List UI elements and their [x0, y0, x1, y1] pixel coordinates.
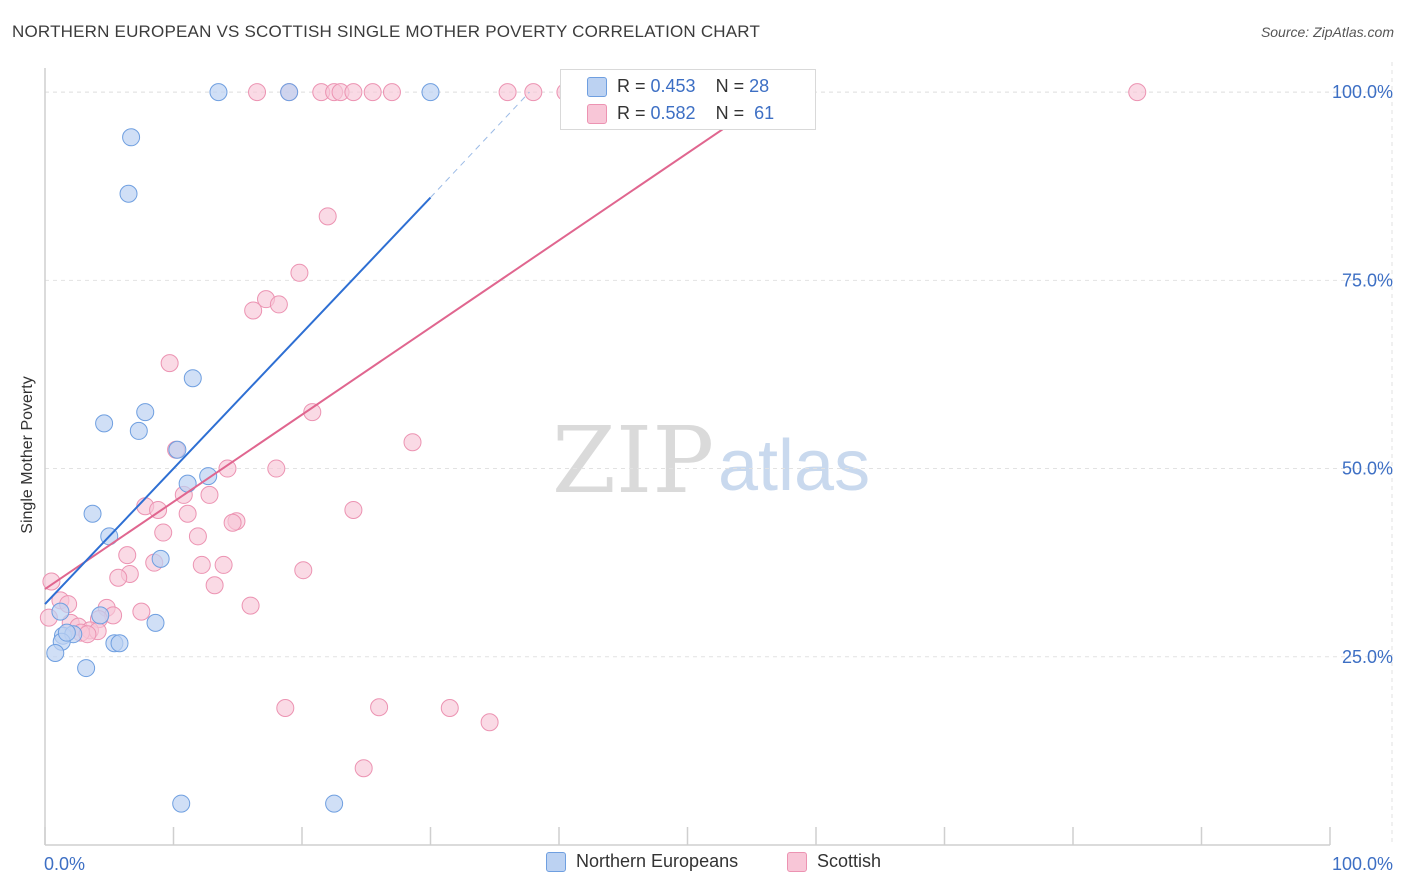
- scottish-point: [498, 83, 517, 102]
- n-label: N =: [695, 76, 750, 96]
- stats-legend: R = 0.453 N = 28 R = 0.582 N = 61: [560, 69, 816, 130]
- scottish-point: [248, 83, 267, 102]
- y-tick-label: 50.0%: [1342, 459, 1393, 479]
- legend-label-northern: Northern Europeans: [576, 851, 739, 871]
- scottish-point: [109, 568, 128, 587]
- scottish-n-value: 61: [754, 103, 775, 123]
- northern-point: [119, 184, 138, 203]
- northern-r-value: 0.453: [650, 76, 696, 96]
- scottish-point: [344, 83, 363, 102]
- northern-point: [95, 414, 114, 433]
- scottish-point: [524, 83, 543, 102]
- trend-lines: [44, 91, 779, 605]
- northern-trend-extension: [430, 91, 530, 198]
- scottish-point: [241, 596, 260, 615]
- northern-trend-line: [44, 196, 432, 605]
- bottom-legend: Northern Europeans Scottish: [0, 851, 1406, 879]
- northern-point: [178, 474, 197, 493]
- northern-point: [136, 403, 155, 422]
- northern-point: [91, 606, 110, 625]
- northern-point: [168, 440, 187, 459]
- r-label: R =: [617, 76, 651, 96]
- scottish-point: [1128, 83, 1147, 102]
- northern-point: [209, 83, 228, 102]
- legend-label-scottish: Scottish: [817, 851, 882, 871]
- stats-row-northern: R = 0.453 N = 28: [587, 76, 769, 97]
- stats-row-scottish: R = 0.582 N = 61: [587, 103, 774, 124]
- axes: [44, 68, 1331, 846]
- scottish-point: [205, 576, 224, 595]
- scottish-point: [154, 523, 173, 542]
- northern-point: [77, 659, 96, 678]
- northern-point: [51, 602, 70, 621]
- northern-point: [83, 504, 102, 523]
- northern-point: [129, 421, 148, 440]
- source-note: Source: ZipAtlas.com: [1260, 24, 1394, 40]
- scottish-point: [269, 295, 288, 314]
- scottish-r-value: 0.582: [650, 103, 696, 123]
- northern-points: [46, 83, 440, 813]
- watermark-atlas: atlas: [718, 426, 870, 506]
- northern-point: [46, 644, 65, 663]
- scottish-point: [354, 759, 373, 778]
- northern-point: [146, 613, 165, 632]
- x-tick-label: 0.0%: [44, 854, 85, 874]
- scottish-point: [276, 698, 295, 717]
- scottish-trend-line: [44, 91, 779, 590]
- scottish-point: [118, 546, 137, 565]
- scottish-point: [370, 698, 389, 717]
- x-tick-label: 100.0%: [1332, 854, 1393, 874]
- scottish-point: [440, 698, 459, 717]
- scottish-point: [303, 403, 322, 422]
- scottish-point: [244, 301, 263, 320]
- scottish-point: [192, 555, 211, 574]
- n-label: N =: [695, 103, 755, 123]
- legend-swatch-northern: [546, 851, 566, 872]
- northern-point: [57, 623, 76, 642]
- scottish-points: [39, 83, 1147, 778]
- scottish-point: [294, 561, 313, 580]
- northern-point: [172, 794, 191, 813]
- northern-point: [110, 634, 129, 653]
- scottish-point: [42, 572, 61, 591]
- chart-title: NORTHERN EUROPEAN VS SCOTTISH SINGLE MOT…: [12, 22, 761, 41]
- scottish-point: [267, 459, 286, 478]
- northern-point: [325, 794, 344, 813]
- legend-swatch-scottish: [787, 851, 807, 872]
- scottish-point: [160, 354, 179, 373]
- scottish-point: [223, 513, 242, 532]
- northern-swatch: [587, 76, 607, 97]
- northern-point: [421, 83, 440, 102]
- scottish-point: [403, 433, 422, 452]
- y-tick-label: 25.0%: [1342, 647, 1393, 667]
- scottish-point: [132, 602, 151, 621]
- scottish-point: [200, 485, 219, 504]
- scottish-point: [480, 713, 499, 732]
- scottish-point: [363, 83, 382, 102]
- legend-item-scottish[interactable]: Scottish: [787, 851, 881, 872]
- tick-labels: 25.0% 50.0% 75.0% 100.0% 0.0% 100.0%: [44, 82, 1393, 874]
- northern-point: [151, 549, 170, 568]
- northern-point: [280, 83, 299, 102]
- northern-n-value: 28: [749, 76, 770, 96]
- y-tick-label: 75.0%: [1342, 270, 1393, 290]
- scottish-point: [318, 207, 337, 226]
- scottish-point: [290, 263, 309, 282]
- r-label: R =: [617, 103, 651, 123]
- scottish-point: [382, 83, 401, 102]
- legend-item-northern[interactable]: Northern Europeans: [546, 851, 738, 872]
- scottish-point: [344, 500, 363, 519]
- northern-point: [183, 369, 202, 388]
- scottish-point: [218, 459, 237, 478]
- watermark-zip: ZIP: [552, 407, 714, 514]
- scottish-point: [214, 555, 233, 574]
- scottish-point: [188, 527, 207, 546]
- scottish-point: [178, 504, 197, 523]
- y-tick-label: 100.0%: [1332, 82, 1393, 102]
- northern-point: [122, 128, 141, 147]
- scottish-swatch: [587, 103, 607, 124]
